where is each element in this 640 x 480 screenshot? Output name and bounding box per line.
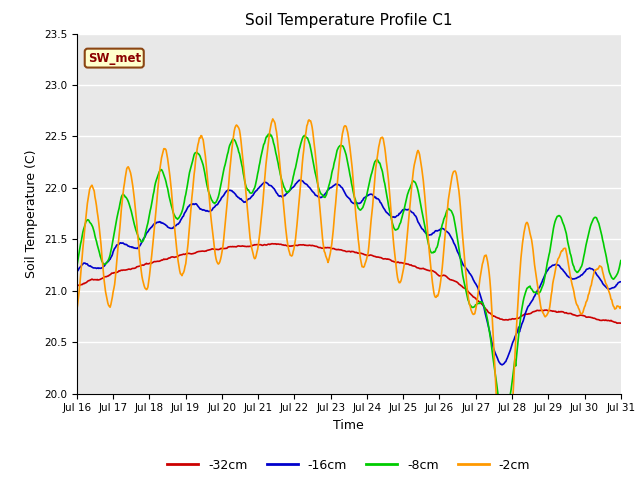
Line: -32cm: -32cm xyxy=(77,244,621,323)
-32cm xyxy=(268,241,276,247)
-2cm xyxy=(139,277,147,283)
Text: SW_met: SW_met xyxy=(88,51,141,65)
Y-axis label: Soil Temperature (C): Soil Temperature (C) xyxy=(25,149,38,278)
-32cm xyxy=(194,249,202,254)
-32cm xyxy=(223,245,230,251)
-2cm xyxy=(269,116,276,122)
-16cm xyxy=(73,269,81,275)
-16cm xyxy=(498,362,506,368)
-8cm xyxy=(73,264,81,270)
-16cm xyxy=(223,188,230,194)
-8cm xyxy=(266,131,273,137)
-8cm xyxy=(617,258,625,264)
-16cm xyxy=(617,279,625,285)
-8cm xyxy=(223,155,230,161)
-8cm xyxy=(416,195,424,201)
-16cm xyxy=(431,228,439,234)
-32cm xyxy=(416,266,424,272)
-16cm xyxy=(83,261,90,267)
Title: Soil Temperature Profile C1: Soil Temperature Profile C1 xyxy=(245,13,452,28)
-8cm xyxy=(431,248,439,253)
-8cm xyxy=(139,239,147,244)
X-axis label: Time: Time xyxy=(333,419,364,432)
-2cm xyxy=(617,304,625,310)
-32cm xyxy=(139,262,147,268)
-16cm xyxy=(416,222,424,228)
Line: -16cm: -16cm xyxy=(77,180,621,365)
-2cm xyxy=(223,206,230,212)
-16cm xyxy=(194,203,202,209)
Line: -2cm: -2cm xyxy=(77,119,621,480)
-16cm xyxy=(296,177,303,183)
-32cm xyxy=(613,320,621,326)
Line: -8cm: -8cm xyxy=(77,134,621,416)
-8cm xyxy=(83,218,90,224)
-32cm xyxy=(83,279,90,285)
-32cm xyxy=(431,269,439,275)
-2cm xyxy=(416,152,424,157)
-16cm xyxy=(139,238,147,243)
-32cm xyxy=(73,283,81,289)
-2cm xyxy=(194,142,202,148)
-32cm xyxy=(617,320,625,326)
-8cm xyxy=(194,151,202,156)
-2cm xyxy=(73,307,81,313)
Legend: -32cm, -16cm, -8cm, -2cm: -32cm, -16cm, -8cm, -2cm xyxy=(162,454,536,477)
-2cm xyxy=(431,294,439,300)
-2cm xyxy=(83,208,90,214)
-8cm xyxy=(501,413,509,419)
